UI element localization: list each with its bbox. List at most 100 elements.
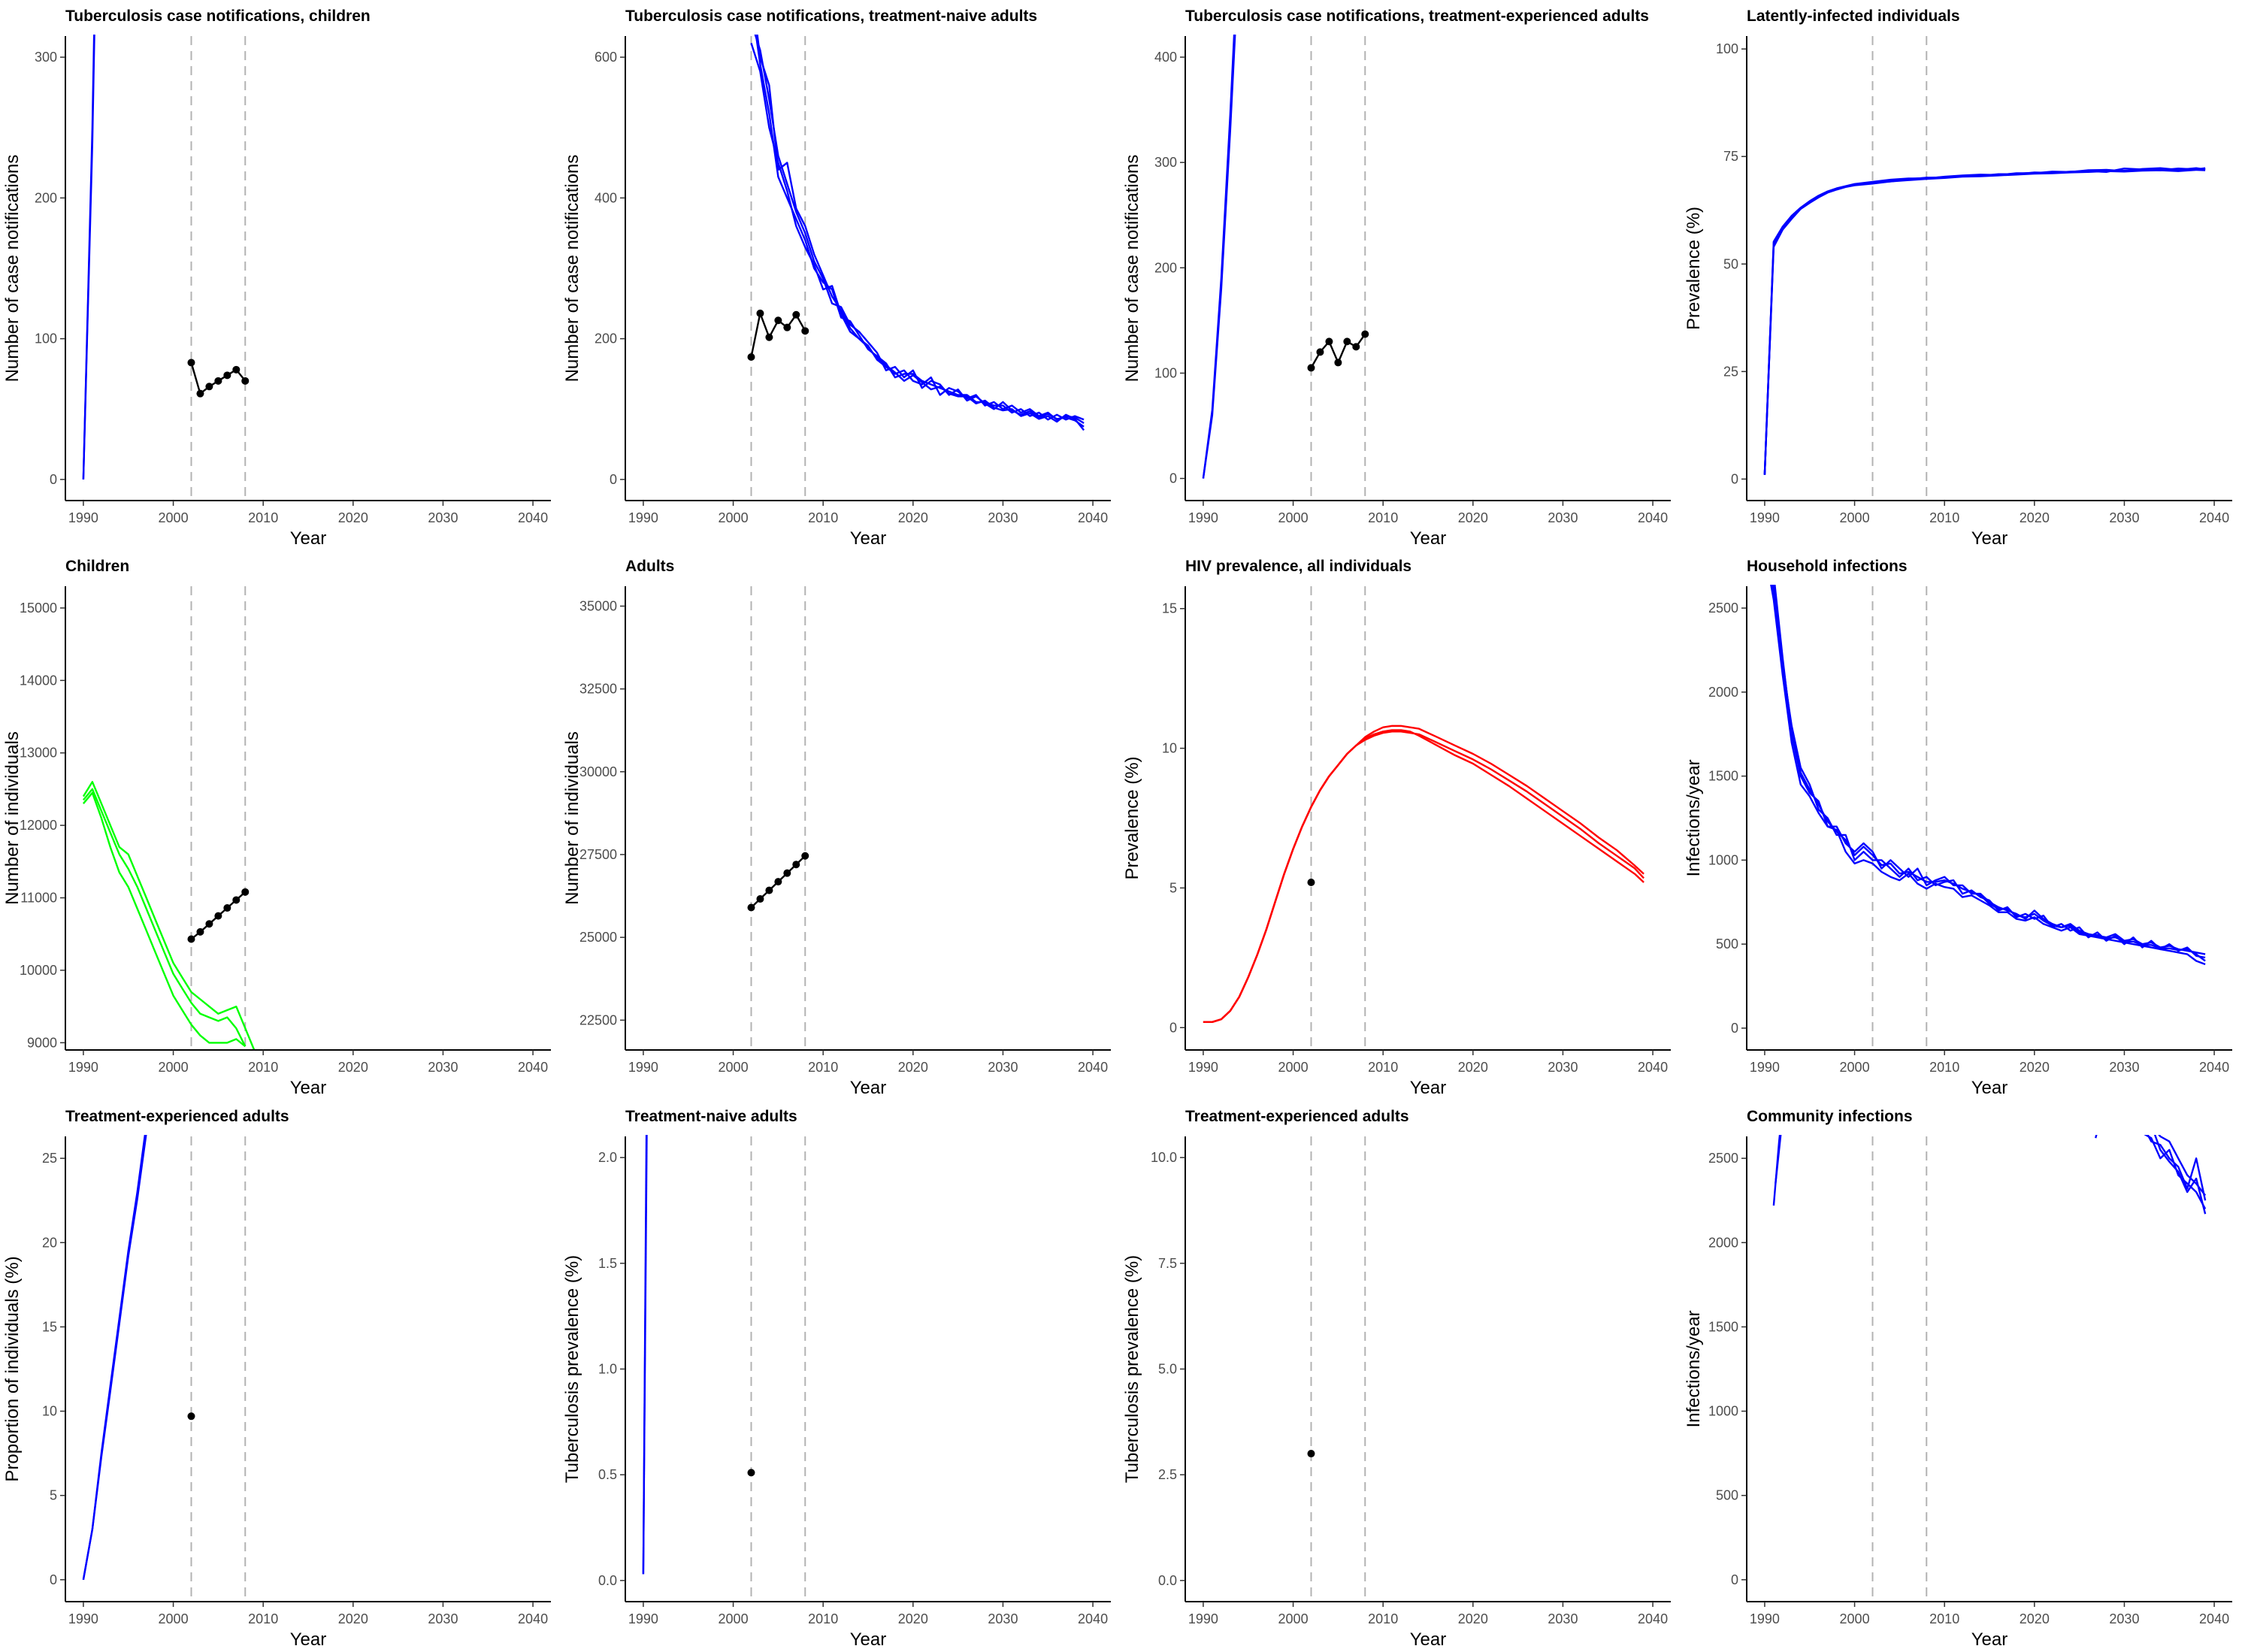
chart-panel: Children 9000 10000 11000 12000 13000 14000 150… — [2, 558, 551, 1098]
y-tick-label: 1.0 — [598, 1362, 617, 1377]
x-tick-label: 2010 — [248, 510, 278, 525]
chart-panel: Treatment-experienced adults 0 5 10 15 20 25 19… — [2, 1108, 551, 1650]
y-tick-label: 15000 — [20, 601, 57, 616]
x-tick-label: 2030 — [2109, 1611, 2139, 1626]
x-tick-label: 2010 — [1929, 1060, 1959, 1075]
y-tick-label: 15 — [42, 1319, 57, 1334]
simulated-series-line — [1202, 35, 1236, 479]
y-tick-label: 600 — [595, 50, 617, 65]
x-tick-label: 2030 — [1548, 1611, 1578, 1626]
x-tick-label: 2000 — [1278, 510, 1309, 525]
observed-data-point — [765, 333, 773, 341]
x-tick-label: 1990 — [1750, 1060, 1780, 1075]
observed-data-point — [783, 869, 791, 877]
observed-data-point — [747, 352, 755, 361]
observed-data-point — [241, 888, 250, 896]
plot-area — [747, 35, 1085, 501]
observed-data-point — [196, 927, 204, 936]
observed-data-point — [774, 878, 782, 886]
y-tick-label: 25 — [1723, 364, 1738, 379]
observed-data-point — [232, 896, 241, 904]
x-tick-label: 2000 — [1840, 1611, 1870, 1626]
y-tick-label: 7.5 — [1158, 1256, 1177, 1271]
x-axis-title: Year — [850, 1078, 887, 1098]
x-axis-title: Year — [290, 528, 327, 549]
observed-data-point — [783, 323, 791, 331]
observed-data-point — [1307, 878, 1315, 886]
y-axis-title: Number of individuals — [2, 731, 23, 905]
observed-data-point — [747, 1469, 755, 1477]
plot-area — [82, 35, 250, 501]
plot-area — [1202, 35, 1369, 501]
y-tick-label: 0 — [50, 472, 57, 487]
x-tick-label: 1990 — [68, 1611, 98, 1626]
simulated-series-line — [2158, 1135, 2207, 1197]
x-tick-label: 2030 — [2109, 510, 2139, 525]
x-tick-label: 2040 — [1638, 510, 1668, 525]
panel-title: Children — [65, 558, 129, 575]
x-tick-label: 1990 — [1750, 510, 1780, 525]
y-tick-label: 2.5 — [1158, 1467, 1177, 1482]
simulated-series-line — [756, 35, 1085, 425]
simulated-series-line — [1203, 725, 1644, 1024]
observed-data-point — [801, 852, 809, 860]
y-tick-label: 25000 — [579, 930, 617, 945]
simulated-series-line — [1772, 585, 2206, 959]
x-axis-title: Year — [1971, 528, 2008, 549]
observed-data-point — [205, 383, 213, 391]
y-tick-label: 20 — [42, 1235, 57, 1250]
x-tick-label: 2020 — [898, 1611, 928, 1626]
x-tick-label: 2020 — [338, 510, 368, 525]
panel-title: Latently-infected individuals — [1747, 8, 1960, 25]
y-tick-label: 0 — [1169, 471, 1177, 486]
y-tick-label: 200 — [1154, 260, 1177, 275]
observed-data-point — [223, 371, 231, 380]
simulated-series-line — [1775, 1135, 1782, 1184]
y-tick-label: 30000 — [579, 764, 617, 779]
plot-area — [1763, 36, 2206, 501]
panel-title: Tuberculosis case notifications, treatme… — [625, 8, 1037, 25]
y-tick-label: 200 — [595, 331, 617, 346]
x-tick-label: 2030 — [428, 1611, 458, 1626]
observed-data-point — [223, 904, 231, 912]
x-tick-label: 2040 — [1638, 1060, 1668, 1075]
simulated-series-line — [1770, 585, 2206, 966]
plot-area — [1770, 585, 2206, 1050]
y-tick-label: 13000 — [20, 746, 57, 761]
x-tick-label: 2010 — [248, 1611, 278, 1626]
y-tick-label: 400 — [1154, 50, 1177, 65]
x-tick-label: 1990 — [1750, 1611, 1780, 1626]
y-tick-label: 500 — [1716, 936, 1738, 952]
y-tick-label: 0 — [1731, 1572, 1738, 1587]
y-tick-label: 300 — [1154, 155, 1177, 170]
y-tick-label: 2.0 — [598, 1150, 617, 1165]
simulated-series-line — [2095, 1135, 2098, 1139]
chart-panel: Community infections 0 500 1000 1500 2000 2500… — [1684, 1108, 2232, 1650]
observed-data-point — [1352, 343, 1360, 351]
simulated-series-line — [754, 35, 1085, 428]
simulated-series-line — [82, 788, 247, 1047]
observed-data-point — [187, 1412, 195, 1421]
chart-panel: Treatment-naive adults 0.0 0.5 1.0 1.5 2.0 199… — [562, 1108, 1111, 1650]
y-tick-label: 1500 — [1708, 769, 1738, 784]
simulated-series-line — [1763, 167, 2206, 475]
x-tick-label: 2000 — [159, 1611, 189, 1626]
x-tick-label: 2030 — [2109, 1060, 2139, 1075]
x-tick-label: 1990 — [628, 510, 658, 525]
plot-area — [1772, 1135, 2207, 1602]
simulated-series-line — [82, 791, 247, 1048]
x-axis-title: Year — [290, 1078, 327, 1098]
simulated-series-line — [2153, 1135, 2207, 1215]
x-tick-label: 2010 — [808, 1060, 838, 1075]
x-tick-label: 2020 — [1458, 510, 1488, 525]
observed-data-point — [801, 327, 809, 335]
observed-data-point — [774, 316, 782, 325]
x-axis-title: Year — [850, 528, 887, 549]
observed-data-point — [214, 377, 222, 385]
observed-data-point — [1343, 337, 1351, 346]
x-axis-title: Year — [1971, 1629, 2008, 1650]
y-tick-label: 0 — [50, 1572, 57, 1587]
observed-data-point — [765, 886, 773, 894]
y-tick-label: 200 — [35, 190, 57, 205]
simulated-series-line — [1774, 585, 2206, 955]
